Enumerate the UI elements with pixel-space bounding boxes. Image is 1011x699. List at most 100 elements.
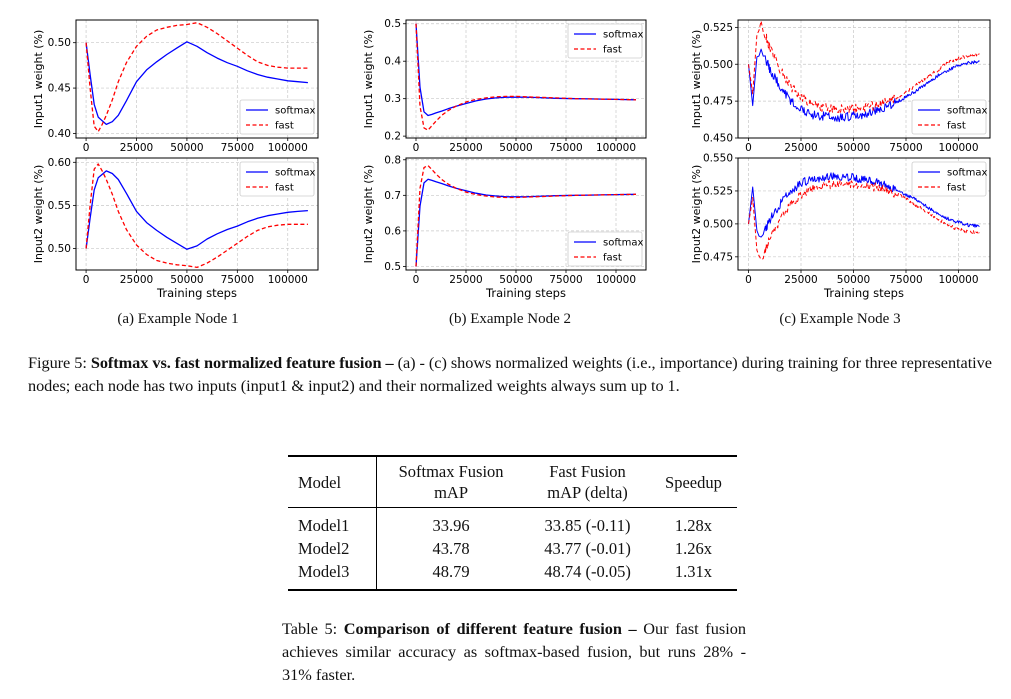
legend: softmax fast	[239, 99, 315, 135]
y-tick-label: 0.50	[48, 37, 71, 49]
y-tick-label: 0.7	[384, 190, 401, 202]
x-tick-label: 0	[83, 142, 90, 154]
x-axis-label: Training steps	[823, 286, 904, 300]
series-line-softmax	[748, 172, 980, 238]
legend-label-fast: fast	[275, 121, 294, 132]
y-tick-label: 0.525	[703, 22, 733, 34]
header-fast-line2: mAP (delta)	[547, 483, 628, 502]
y-tick-label: 0.60	[48, 157, 71, 169]
y-tick-label: 0.450	[703, 133, 733, 145]
x-tick-label: 100000	[596, 142, 636, 154]
y-axis-label: Input2 weight (%)	[32, 165, 45, 264]
chart-b-input1: 0 25000 50000 75000 100000 0.2 0.3 0.4 0.5 Input1…	[362, 18, 647, 154]
series-line-fast	[748, 20, 980, 114]
figure-caption-text: (a) - (c) shows normalized weights (i.e.…	[28, 353, 992, 395]
y-axis-label: Input2 weight (%)	[362, 165, 375, 264]
table-caption-bold: Comparison of different feature fusion –	[343, 619, 637, 638]
x-tick-label: 75000	[221, 274, 254, 286]
legend-box	[911, 99, 987, 135]
table-row: Model3 48.79 48.74 (-0.05) 1.31x	[288, 560, 737, 590]
header-model: Model	[288, 456, 377, 508]
y-tick-label: 0.525	[703, 185, 733, 197]
cell-speedup: 1.26x	[674, 539, 713, 558]
legend-label-softmax: softmax	[275, 168, 315, 179]
table-caption-text: Our fast fusion achieves similar accurac…	[282, 619, 746, 684]
legend-box	[911, 161, 987, 197]
x-tick-label: 25000	[120, 274, 153, 286]
legend-box	[239, 99, 315, 135]
series-line-softmax	[415, 23, 637, 117]
chart-b-input2: 0 25000 50000 75000 100000 0.5 0.6 0.7 0.8 Input2…	[362, 154, 647, 300]
x-tick-label: 50000	[170, 142, 203, 154]
legend: softmax fast	[911, 99, 987, 135]
chart-c-input2: 0 25000 50000 75000 100000 0.475 0.500 0.525 0.5…	[690, 153, 991, 300]
y-tick-label: 0.55	[48, 200, 71, 212]
x-tick-label: 50000	[170, 274, 203, 286]
x-tick-label: 25000	[784, 274, 817, 286]
x-tick-label: 50000	[499, 142, 532, 154]
panel-caption-b: (b) Example Node 2	[448, 311, 572, 327]
figure-5: 0 25000 50000 75000 100000 0.40 0.45 0.50 Input1…	[0, 0, 1011, 340]
legend-label-softmax: softmax	[947, 106, 987, 117]
x-tick-label: 100000	[596, 274, 636, 286]
x-tick-label: 50000	[499, 274, 532, 286]
x-tick-label: 50000	[837, 142, 870, 154]
legend-label-softmax: softmax	[947, 168, 987, 179]
y-axis-label: Input1 weight (%)	[32, 30, 45, 129]
cell-model: Model3	[288, 560, 377, 590]
y-tick-label: 0.500	[703, 218, 733, 230]
x-tick-label: 25000	[449, 142, 482, 154]
header-softmax: Softmax Fusion mAP	[377, 456, 526, 508]
x-tick-label: 25000	[784, 142, 817, 154]
x-tick-label: 75000	[889, 142, 922, 154]
x-axis-label: Training steps	[485, 286, 566, 300]
figure-caption: Figure 5: Softmax vs. fast normalized fe…	[28, 351, 998, 397]
x-tick-label: 0	[413, 274, 420, 286]
plot-frame	[75, 157, 319, 271]
series-line-softmax	[85, 41, 308, 126]
x-tick-label: 75000	[549, 142, 582, 154]
header-softmax-line1: Softmax Fusion	[398, 462, 504, 481]
series-line-fast	[748, 180, 980, 260]
x-tick-label: 75000	[889, 274, 922, 286]
y-tick-label: 0.6	[384, 225, 401, 237]
header-fast-line1: Fast Fusion	[549, 462, 626, 481]
series-line-fast	[415, 164, 637, 267]
y-axis-label: Input1 weight (%)	[690, 30, 703, 129]
legend: softmax fast	[567, 231, 643, 267]
cell-softmax: 48.79	[432, 562, 470, 581]
table-row: Model1 33.96 33.85 (-0.11) 1.28x	[288, 507, 737, 537]
cell-fast: 48.74 (-0.05)	[544, 562, 631, 581]
plot-frame	[75, 19, 319, 139]
x-tick-label: 50000	[837, 274, 870, 286]
series-line-fast	[85, 163, 308, 269]
legend-box	[239, 161, 315, 197]
results-table: Model Softmax Fusion mAP Fast Fusion mAP (…	[288, 455, 737, 591]
y-tick-label: 0.4	[384, 56, 401, 68]
chart-c-input1: 0 25000 50000 75000 100000 0.450 0.475 0.500 0.5…	[690, 19, 991, 154]
x-tick-label: 75000	[549, 274, 582, 286]
x-axis-label: Training steps	[156, 286, 237, 300]
legend: softmax fast	[567, 23, 643, 59]
cell-fast: 43.77 (-0.01)	[544, 539, 631, 558]
cell-softmax: 43.78	[432, 539, 470, 558]
y-tick-label: 0.8	[384, 154, 401, 166]
x-tick-label: 0	[745, 142, 752, 154]
y-tick-label: 0.2	[384, 131, 401, 143]
x-tick-label: 75000	[221, 142, 254, 154]
cell-fast: 33.85 (-0.11)	[544, 516, 631, 535]
legend-label-fast: fast	[947, 121, 966, 132]
y-axis-label: Input1 weight (%)	[362, 30, 375, 129]
series-line-softmax	[415, 178, 637, 267]
legend: softmax fast	[239, 161, 315, 197]
x-tick-label: 100000	[938, 274, 978, 286]
table-caption-prefix: Table 5:	[282, 619, 344, 638]
legend: softmax fast	[911, 161, 987, 197]
legend-label-softmax: softmax	[603, 238, 643, 249]
legend-label-fast: fast	[947, 183, 966, 194]
y-tick-label: 0.500	[703, 59, 733, 71]
legend-label-softmax: softmax	[275, 106, 315, 117]
legend-label-softmax: softmax	[603, 30, 643, 41]
series-line-softmax	[748, 48, 980, 123]
x-tick-label: 0	[745, 274, 752, 286]
